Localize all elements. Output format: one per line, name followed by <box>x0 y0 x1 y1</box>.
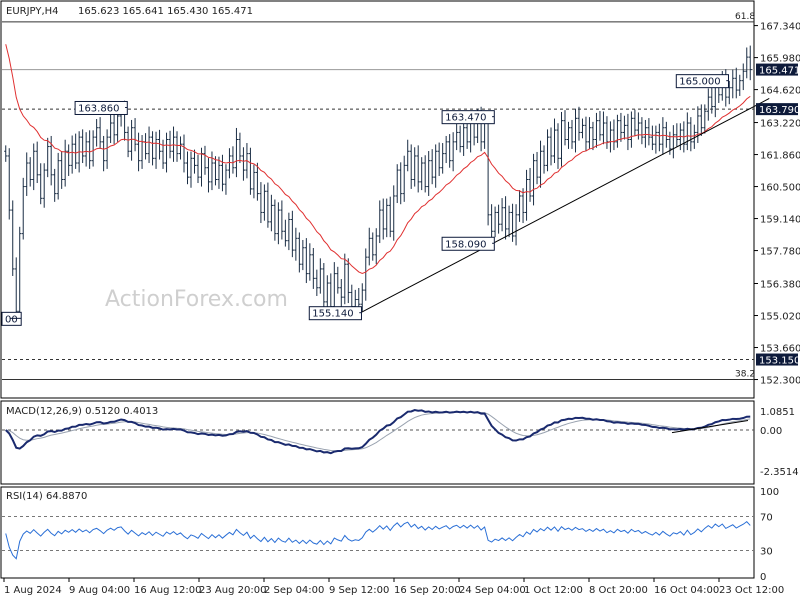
macd-line <box>5 408 751 455</box>
macd-tick-label: 1.0851 <box>760 407 795 418</box>
rsi-panel-frame <box>0 486 755 579</box>
level-box <box>756 353 798 366</box>
annotation-label: 163.470 <box>445 113 486 124</box>
rsi-tick-label: 0 <box>760 572 766 583</box>
fib-label: 38.2 <box>735 370 755 380</box>
x-tick-label: 9 Sep 12:00 <box>329 585 389 596</box>
rsi-tick-label: 70 <box>760 513 773 524</box>
y-tick-label: 159.140 <box>760 215 800 226</box>
x-tick-label: 16 Aug 12:00 <box>134 585 201 596</box>
y-tick-label: 163.220 <box>760 119 800 130</box>
y-tick-label: 167.340 <box>760 22 800 33</box>
x-tick-label: 9 Aug 04:00 <box>69 585 130 596</box>
annotation-label: 158.090 <box>445 239 486 250</box>
macd-trend-line <box>671 419 749 434</box>
level-box <box>756 103 798 116</box>
x-tick-label: 1 Aug 2024 <box>4 585 62 596</box>
trend-line <box>358 98 770 315</box>
macd-plot-layer <box>2 408 754 455</box>
chart-title: EURJPY,H4 <box>6 6 59 17</box>
y-tick-label: 152.300 <box>760 376 800 387</box>
y-tick-label: 156.380 <box>760 280 800 291</box>
y-tick-label: 157.780 <box>760 247 800 258</box>
y-tick-label: 165.980 <box>760 54 800 65</box>
x-tick-label: 23 Oct 12:00 <box>719 585 784 596</box>
annotation-box <box>441 110 495 125</box>
main-panel-frame <box>0 0 755 399</box>
fib-label: 61.8 <box>735 12 755 22</box>
x-tick-label: 8 Oct 20:00 <box>589 585 648 596</box>
y-tick-label: 161.860 <box>760 151 800 162</box>
x-tick-label: 24 Sep 04:00 <box>459 585 526 596</box>
level-label: 163.790 <box>759 105 800 116</box>
x-tick-label: 16 Sep 20:00 <box>394 585 461 596</box>
y-tick-label: 164.620 <box>760 86 800 97</box>
annotation-label: 163.860 <box>78 103 119 114</box>
current-price-label: 165.471 <box>759 66 800 77</box>
current-price-box <box>756 63 798 76</box>
rsi-title: RSI(14) 64.8870 <box>6 491 87 502</box>
macd-tick-label: -2.3514 <box>760 467 799 478</box>
x-tick-label: 1 Oct 12:00 <box>524 585 583 596</box>
y-tick-label: 155.020 <box>760 312 800 323</box>
axis-layer: 167.340 165.980 164.620 163.220 161.860 160.5… <box>3 22 800 596</box>
rsi-tick-label: 100 <box>760 487 779 498</box>
annotation-box <box>441 236 495 251</box>
y-tick-label: 153.660 <box>760 344 800 355</box>
moving-average-line <box>5 44 751 275</box>
level-label: 153.150 <box>759 356 800 367</box>
x-tick-label: 23 Aug 20:00 <box>199 585 266 596</box>
macd-title: MACD(12,26,9) 0.5120 0.4013 <box>6 406 158 417</box>
macd-panel-frame <box>0 400 755 485</box>
macd-tick-label: 0.00 <box>760 426 782 437</box>
annotation-label: 155.140 <box>312 309 353 320</box>
x-tick-label: 16 Oct 04:00 <box>654 585 719 596</box>
rsi-plot-layer <box>2 516 754 560</box>
rsi-tick-label: 30 <box>760 547 773 558</box>
rsi-line <box>5 520 751 560</box>
annotation-label: 00 <box>5 314 18 325</box>
y-tick-label: 160.500 <box>760 183 800 194</box>
main-plot-layer: 61.8 38.2 163.860 163.470 158.090 155.140 165.… <box>1 12 770 381</box>
annotation-label: 165.000 <box>679 77 720 88</box>
ohlc-readout: 165.623 165.641 165.430 165.471 <box>78 6 253 17</box>
watermark: ActionForex.com <box>105 287 288 312</box>
x-tick-label: 2 Sep 04:00 <box>264 585 324 596</box>
